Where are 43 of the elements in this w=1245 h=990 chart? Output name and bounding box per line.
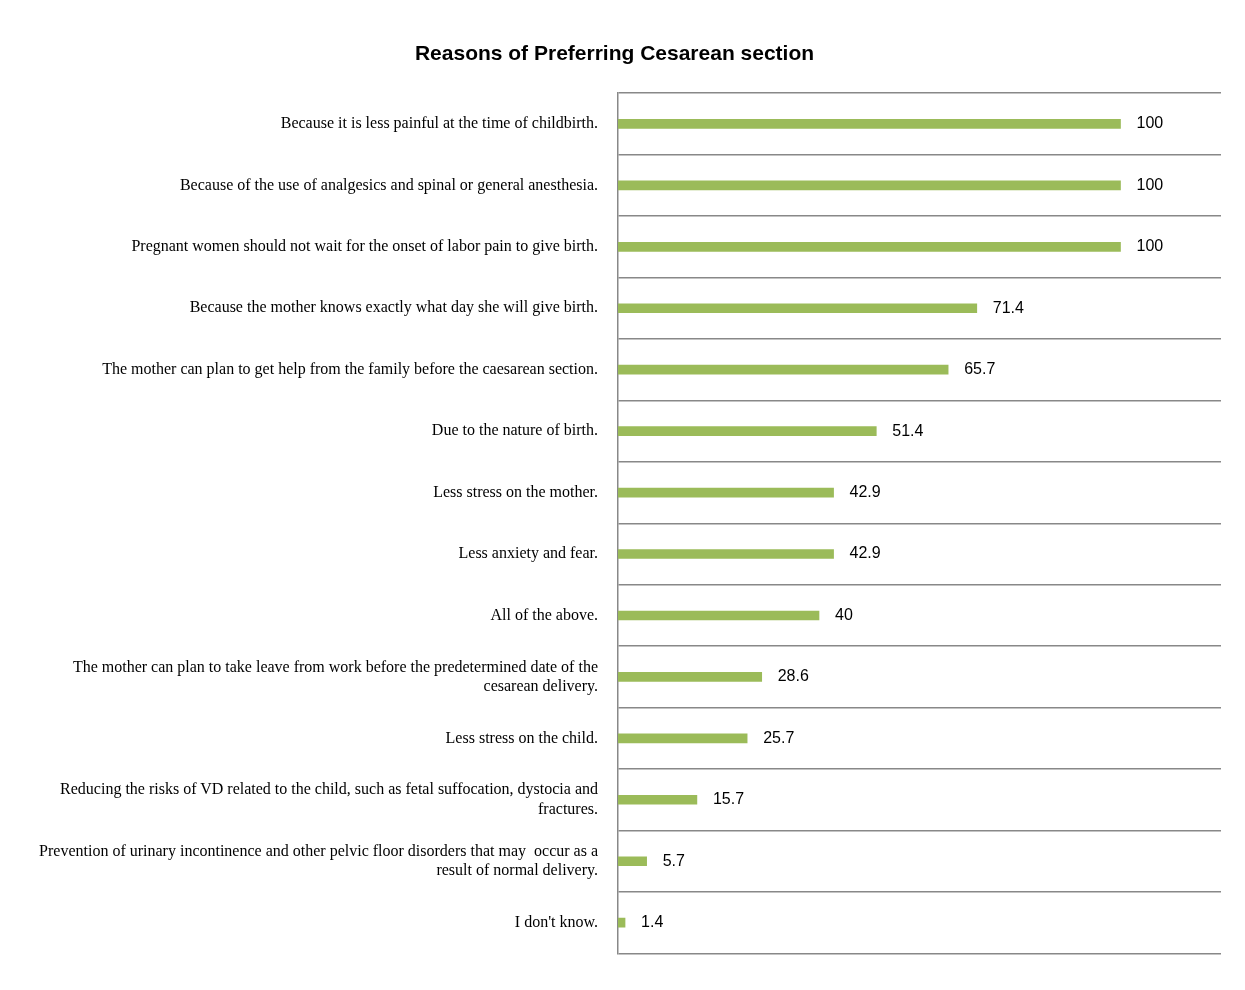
bar	[618, 241, 1121, 252]
y-tick-label: Due to the nature of birth.	[431, 421, 598, 439]
y-tick-label: Because of the use of analgesics and spinal or general anesthesia.	[179, 175, 598, 194]
bar	[618, 672, 763, 682]
bar	[618, 856, 647, 867]
data-label: 51.4	[892, 421, 924, 439]
y-tick-label: Because the mother knows exactly what day she will give birth.	[189, 298, 598, 317]
data-label: 71.4	[992, 298, 1025, 316]
bar	[618, 549, 834, 559]
y-tick-label: I don't know.	[514, 912, 598, 930]
data-label: 25.7	[763, 728, 795, 746]
data-label: 5.7	[662, 851, 685, 869]
data-label: 42.9	[849, 544, 881, 562]
y-tick-label: Less stress on the child.	[445, 728, 598, 746]
data-label: 28.6	[777, 667, 809, 685]
bar	[618, 303, 978, 314]
y-tick-label: Prevention of urinary incontinence and other pelvic floor disorders that may occur as a result of normal delivery.	[39, 841, 598, 880]
data-label: 100	[1136, 175, 1164, 193]
y-tick-label: Less stress on the mother.	[433, 482, 598, 500]
data-label: 65.7	[964, 360, 996, 378]
bar	[618, 119, 1121, 129]
data-label: 42.9	[849, 482, 881, 500]
y-tick-label: Pregnant women should not wait for the onset of labor pain to give birth.	[131, 237, 598, 256]
bar	[618, 180, 1121, 191]
data-label: 1.4	[641, 913, 664, 931]
bar	[618, 917, 626, 928]
bar	[618, 733, 748, 744]
chart-title: Reasons of Preferring Cesarean section	[414, 41, 815, 65]
y-tick-label: The mother can plan to get help from the family before the caesarean section.	[102, 359, 598, 378]
y-tick-label: The mother can plan to take leave from work before the predetermined date of the cesarean delivery.	[72, 657, 598, 695]
bar	[618, 610, 820, 621]
data-label: 40	[835, 605, 853, 623]
y-tick-label: Because it is less painful at the time of childbirth.	[280, 114, 598, 133]
y-tick-label: All of the above.	[490, 605, 598, 623]
data-label: 15.7	[712, 790, 745, 808]
y-tick-label: Less anxiety and fear.	[458, 544, 598, 563]
bar	[618, 794, 698, 805]
data-label: 100	[1136, 237, 1164, 255]
bar	[618, 487, 834, 498]
data-label: 100	[1136, 114, 1164, 132]
bar	[618, 426, 877, 436]
bar	[618, 364, 949, 375]
y-tick-label: Reducing the risks of VD related to the child, such as fetal suffocation, dystocia and fractures.	[60, 780, 598, 817]
